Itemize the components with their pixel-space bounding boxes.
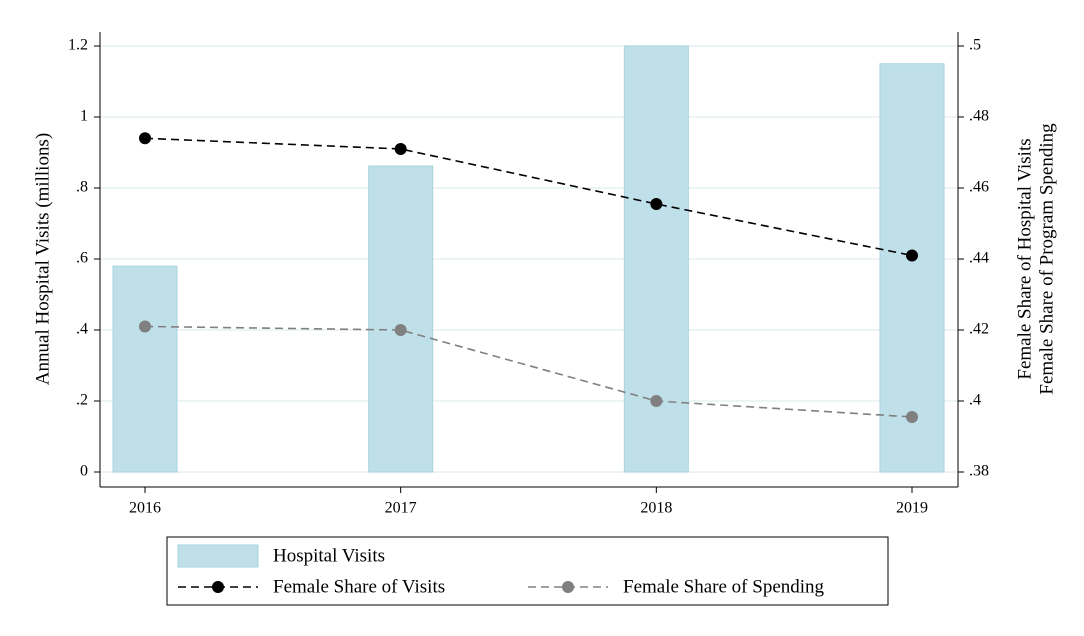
- point: [650, 395, 663, 407]
- legend-swatch: [177, 544, 259, 568]
- point: [906, 249, 918, 262]
- y2-axis-label: Female Share of Hospital Visits: [1014, 138, 1035, 379]
- point: [139, 132, 151, 145]
- bar: [368, 165, 434, 473]
- x-tick-label: 2019: [896, 500, 928, 517]
- y2-tick-label: .44: [969, 250, 989, 267]
- point: [139, 320, 151, 333]
- y2-axis-label: Female Share of Program Spending: [1036, 123, 1057, 395]
- y-tick-label: .4: [76, 321, 88, 338]
- y-tick-label: 0: [80, 463, 88, 480]
- x-tick-label: 2017: [385, 500, 417, 517]
- point: [394, 142, 407, 155]
- y-tick-label: .8: [76, 179, 88, 196]
- x-tick-label: 2016: [129, 500, 161, 517]
- y-tick-label: 1.2: [68, 37, 88, 54]
- legend-marker: [562, 581, 574, 593]
- bar: [623, 45, 689, 473]
- bar: [112, 265, 178, 473]
- y-tick-label: 1: [80, 108, 88, 125]
- x-tick-label: 2018: [640, 500, 672, 517]
- point: [394, 324, 407, 336]
- y2-tick-label: .4: [969, 392, 981, 409]
- y-tick-label: .6: [76, 250, 88, 267]
- y2-tick-label: .5: [969, 37, 981, 54]
- bar: [879, 63, 945, 473]
- legend-label: Female Share of Spending: [623, 576, 825, 597]
- legend-label: Hospital Visits: [273, 545, 385, 566]
- legend-marker: [212, 581, 224, 593]
- y-tick-label: .2: [76, 392, 88, 409]
- y2-tick-label: .38: [969, 463, 989, 480]
- y2-tick-label: .48: [969, 108, 989, 125]
- y2-tick-label: .42: [969, 321, 989, 338]
- point: [650, 197, 663, 210]
- point: [906, 410, 918, 423]
- legend-label: Female Share of Visits: [273, 576, 445, 597]
- y2-tick-label: .46: [969, 179, 989, 196]
- legend-box: [166, 536, 889, 606]
- y-axis-label: Annual Hospital Visits (millions): [32, 133, 53, 385]
